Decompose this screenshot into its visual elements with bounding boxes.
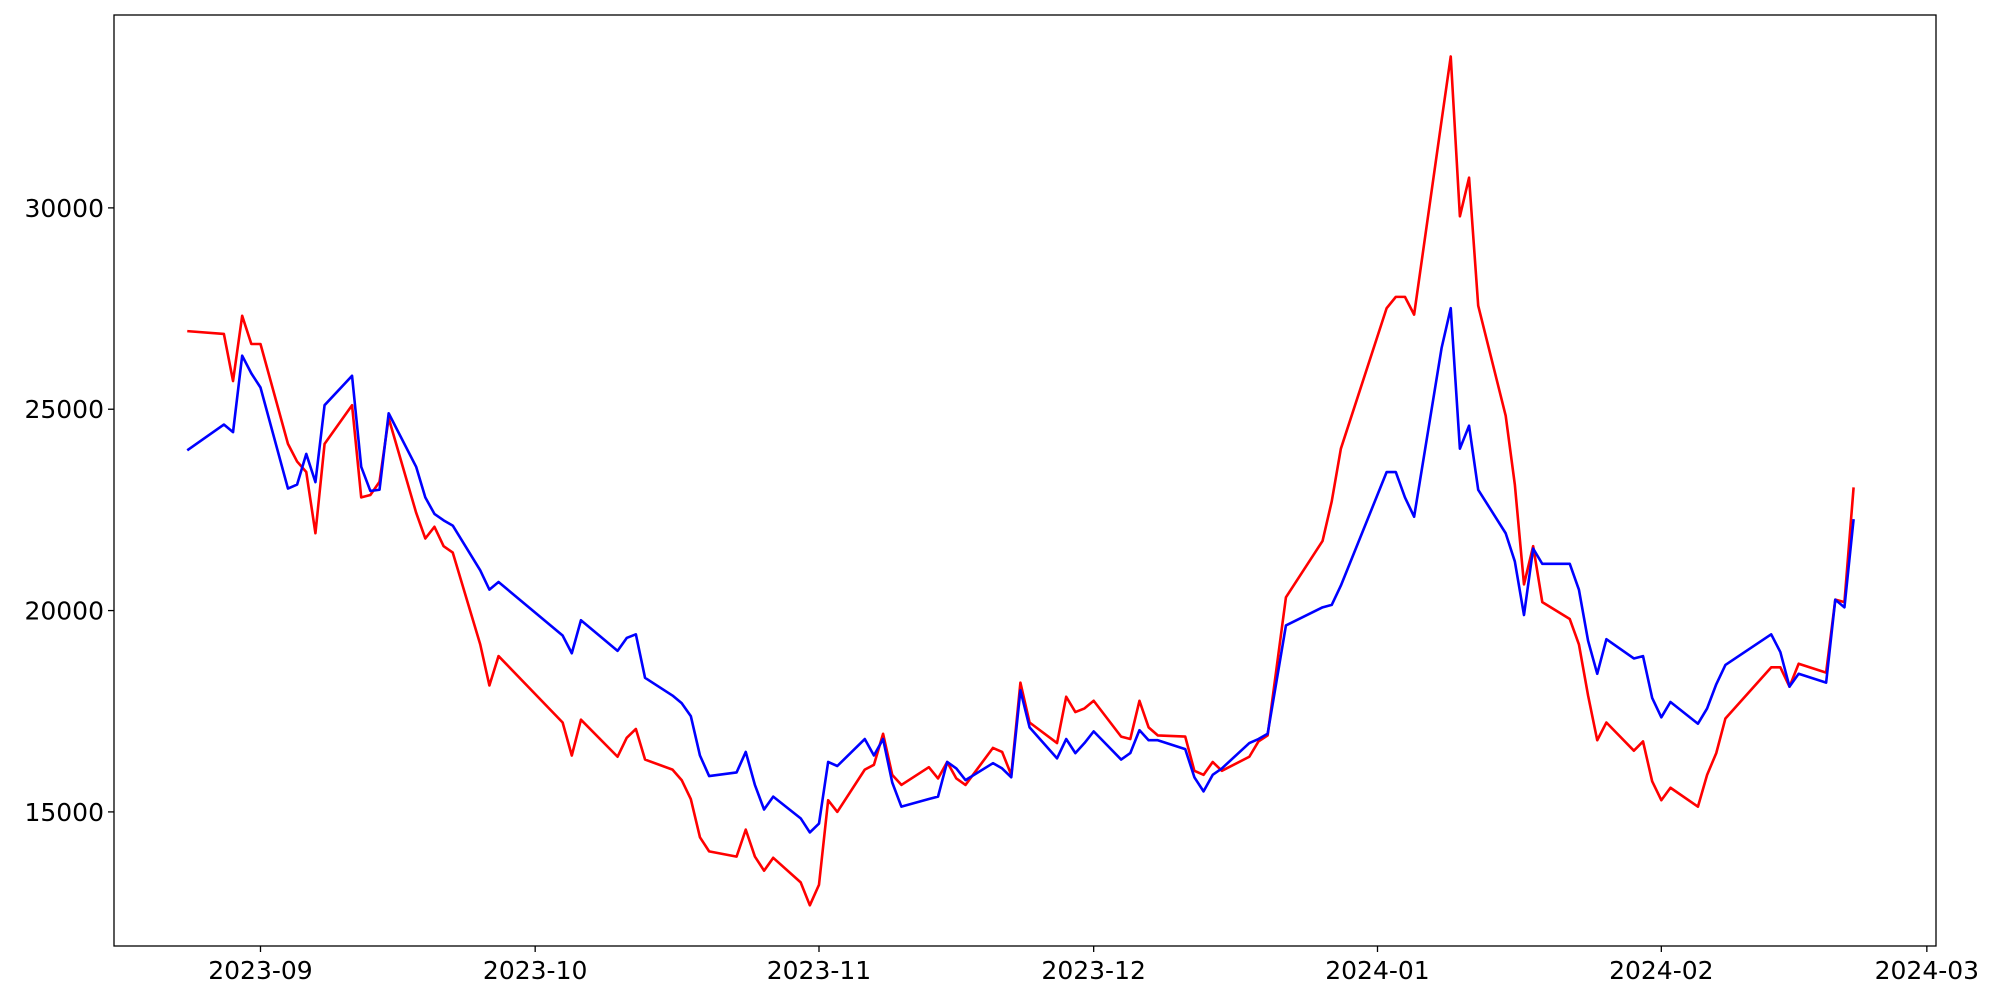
x-tick-label: 2023-11 <box>767 956 871 985</box>
y-tick-label: 30000 <box>24 194 104 223</box>
x-tick-label: 2024-01 <box>1325 956 1429 985</box>
series-line <box>187 55 1855 907</box>
plot-frame <box>113 14 1937 947</box>
y-tick-label: 25000 <box>24 395 104 424</box>
x-tick-label: 2023-09 <box>208 956 312 985</box>
x-tick-label: 2024-02 <box>1609 956 1713 985</box>
x-tick-label: 2023-10 <box>483 956 587 985</box>
y-tick-label: 20000 <box>24 597 104 626</box>
x-tick-label: 2024-03 <box>1875 956 1979 985</box>
y-tick-label: 15000 <box>24 798 104 827</box>
series-line <box>186 306 1855 834</box>
x-tick-label: 2023-12 <box>1041 956 1145 985</box>
